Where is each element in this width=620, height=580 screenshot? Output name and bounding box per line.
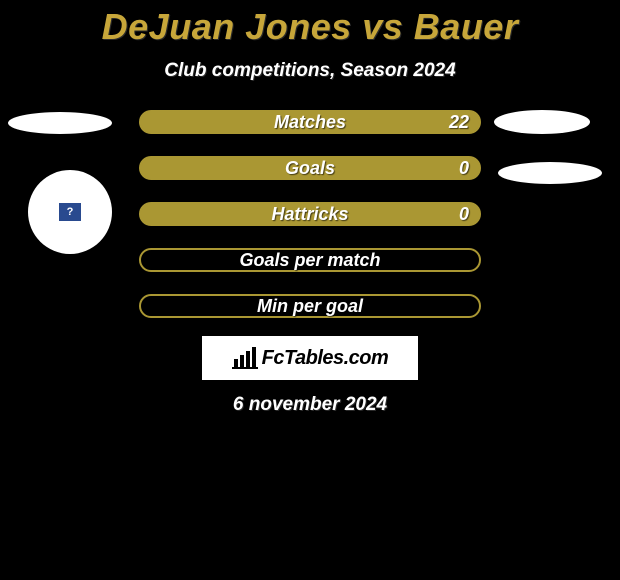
left-player-blob [8, 112, 112, 134]
stat-label: Min per goal [257, 297, 363, 315]
stat-rows: Matches 22 Goals 0 Hattricks 0 Goals per match… [139, 110, 481, 318]
stat-row: Matches 22 [139, 110, 481, 134]
left-player-avatar: ? [28, 170, 112, 254]
right-player-blob-2 [498, 162, 602, 184]
stat-label: Matches [274, 113, 346, 131]
page-title: DeJuan Jones vs Bauer [0, 0, 620, 48]
avatar-placeholder-icon: ? [59, 203, 81, 221]
stat-row: Hattricks 0 [139, 202, 481, 226]
stat-row: Min per goal [139, 294, 481, 318]
brand-box: FcTables.com [202, 336, 418, 380]
comparison-stage: ? Matches 22 Goals 0 Hattricks 0 Goals per mat… [0, 110, 620, 318]
stat-label: Goals [285, 159, 335, 177]
bar-chart-icon [232, 347, 258, 369]
stat-value: 0 [459, 159, 469, 177]
subtitle: Club competitions, Season 2024 [0, 60, 620, 82]
stat-label: Hattricks [271, 205, 348, 223]
stat-value: 0 [459, 205, 469, 223]
stat-row: Goals 0 [139, 156, 481, 180]
right-player-blob-1 [494, 110, 590, 134]
stat-label: Goals per match [239, 251, 380, 269]
brand-text: FcTables.com [262, 347, 389, 370]
stat-row: Goals per match [139, 248, 481, 272]
date-text: 6 november 2024 [0, 394, 620, 416]
stat-value: 22 [449, 113, 469, 131]
